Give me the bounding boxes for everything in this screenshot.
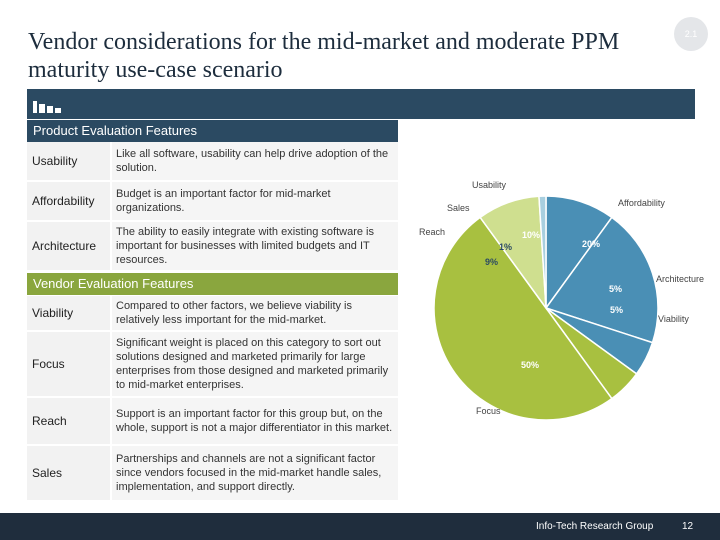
pie-chart-svg: 10% Usability 20% Affordability 5% Architectu… — [419, 180, 704, 421]
info-tech-logo-icon — [33, 95, 63, 113]
pie-category-label-viability: Viability — [658, 314, 689, 324]
table-row: Focus Significant weight is placed on th… — [27, 332, 398, 398]
weighting-pie-chart: 10% Usability 20% Affordability 5% Architectu… — [410, 170, 720, 430]
table-row: Viability Compared to other factors, we … — [27, 296, 398, 332]
table-row: Sales Partnerships and channels are not … — [27, 446, 398, 502]
vendor-evaluation-header: Vendor Evaluation Features — [27, 273, 398, 295]
pie-category-label-usability: Usability — [472, 180, 507, 190]
product-evaluation-header: Product Evaluation Features — [27, 120, 398, 142]
feature-description: Partnerships and channels are not a sign… — [112, 446, 398, 500]
table-row: Usability Like all software, usability c… — [27, 142, 398, 182]
pie-value-label-affordability: 20% — [582, 239, 600, 249]
table-row: Reach Support is an important factor for… — [27, 398, 398, 446]
feature-description: The ability to easily integrate with exi… — [112, 222, 398, 270]
pie-value-label-sales: 1% — [499, 242, 512, 252]
pie-slice-sales — [538, 195, 547, 309]
feature-description: Significant weight is placed on this cat… — [112, 332, 398, 396]
section-badge: 2.1 — [674, 17, 708, 51]
feature-label: Affordability — [27, 182, 112, 220]
pie-value-label-focus: 50% — [521, 360, 539, 370]
pie-category-label-reach: Reach — [419, 227, 445, 237]
footer-bar: Info-Tech Research Group 12 — [0, 513, 720, 540]
feature-label: Architecture — [27, 222, 112, 270]
pie-value-label-viability: 5% — [610, 305, 623, 315]
pie-category-label-sales: Sales — [447, 203, 470, 213]
table-row: Architecture The ability to easily integ… — [27, 222, 398, 272]
feature-label: Focus — [27, 332, 112, 396]
feature-description: Budget is an important factor for mid-ma… — [112, 182, 398, 220]
pie-category-label-architecture: Architecture — [656, 274, 704, 284]
pie-value-label-usability: 10% — [522, 230, 540, 240]
pie-category-label-affordability: Affordability — [618, 198, 665, 208]
pie-value-label-architecture: 5% — [609, 284, 622, 294]
feature-label: Reach — [27, 398, 112, 444]
feature-description: Compared to other factors, we believe vi… — [112, 296, 398, 330]
feature-label: Viability — [27, 296, 112, 330]
page-number: 12 — [682, 521, 694, 532]
pie-category-label-focus: Focus — [476, 406, 501, 416]
header-banner — [27, 89, 695, 119]
feature-description: Support is an important factor for this … — [112, 398, 398, 444]
product-features-table: Usability Like all software, usability c… — [27, 142, 398, 272]
footer-organization: Info-Tech Research Group — [536, 521, 654, 532]
vendor-features-table: Viability Compared to other factors, we … — [27, 296, 398, 502]
pie-value-label-reach: 9% — [485, 257, 498, 267]
feature-label: Sales — [27, 446, 112, 500]
pie-slice-focus — [433, 216, 613, 421]
feature-label: Usability — [27, 142, 112, 180]
slide-title: Vendor considerations for the mid-market… — [28, 29, 620, 83]
table-row: Affordability Budget is an important fac… — [27, 182, 398, 222]
pie-slice-affordability — [544, 216, 659, 344]
feature-description: Like all software, usability can help dr… — [112, 142, 398, 180]
